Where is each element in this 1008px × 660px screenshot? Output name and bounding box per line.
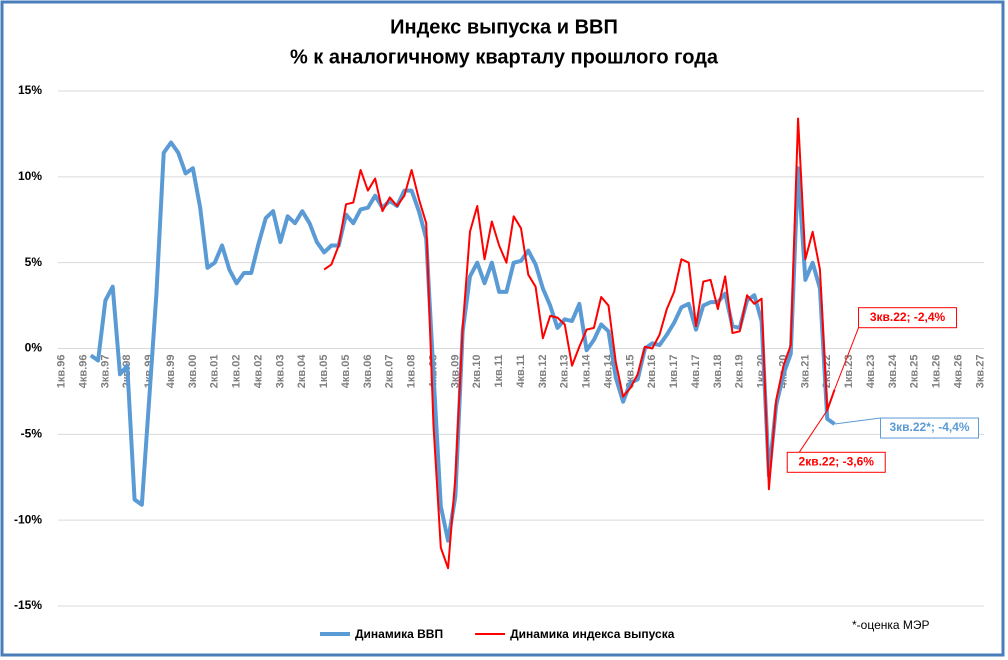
y-tick-label: -10% — [14, 512, 42, 526]
x-tick-label: 3кв.12 — [537, 355, 549, 389]
x-tick-label: 3кв.21 — [799, 355, 811, 389]
chart-subtitle: % к аналогичному кварталу прошлого года — [290, 46, 719, 68]
x-tick-label: 4кв.23 — [865, 355, 877, 389]
x-tick-label: 3кв.00 — [187, 355, 199, 389]
x-tick-label: 1кв.26 — [931, 355, 943, 389]
x-tick-label: 3кв.06 — [362, 355, 374, 389]
x-tick-label: 1кв.02 — [231, 355, 243, 389]
label-box — [880, 417, 980, 439]
legend-label: Динамика индекса выпуска — [510, 627, 675, 641]
x-tick-label: 4кв.02 — [252, 355, 264, 389]
data-label-text: 2кв.22; -3,6% — [799, 454, 875, 468]
series-line — [323, 117, 836, 570]
leader-line — [798, 410, 828, 453]
x-tick-label: 4кв.26 — [952, 355, 964, 389]
x-tick-label: 2кв.16 — [646, 355, 658, 389]
data-label: 2кв.22; -3,6% — [786, 410, 886, 473]
label-box — [786, 451, 886, 473]
y-tick-label: 10% — [18, 169, 42, 183]
data-label: 3кв.22; -2,4% — [834, 307, 958, 390]
x-tick-label: 2кв.07 — [384, 355, 396, 389]
x-tick-label: 2кв.04 — [296, 354, 308, 389]
note: *-оценка МЭР — [852, 618, 930, 632]
x-tick-label: 2кв.01 — [209, 355, 221, 389]
y-tick-label: 5% — [25, 255, 43, 269]
data-label-text: 3кв.22*; -4,4% — [889, 420, 969, 434]
x-tick-label: 2кв.19 — [734, 355, 746, 389]
x-tick-label: 1кв.96 — [56, 355, 68, 389]
x-tick-label: 4кв.99 — [165, 355, 177, 389]
chart-title: Индекс выпуска и ВВП — [390, 16, 618, 38]
x-tick-label: 2кв.25 — [909, 355, 921, 389]
x-tick-label: 3кв.24 — [887, 354, 899, 389]
data-label-text: 3кв.22; -2,4% — [870, 310, 946, 324]
x-tick-label: 2кв.10 — [471, 355, 483, 389]
y-tick-label: 0% — [25, 341, 43, 355]
x-tick-label: 3кв.03 — [274, 355, 286, 389]
x-tick-label: 3кв.97 — [99, 355, 111, 389]
x-tick-label: 4кв.17 — [690, 355, 702, 389]
x-tick-label: 2кв.13 — [559, 355, 571, 389]
x-tick-label: 1кв.14 — [581, 354, 593, 389]
x-tick-label: 1кв.11 — [493, 355, 505, 388]
x-tick-label: 1кв.05 — [318, 355, 330, 389]
y-tick-label: -5% — [21, 427, 43, 441]
x-tick-label: 3кв.18 — [712, 355, 724, 389]
x-tick-label: 1кв.17 — [668, 355, 680, 389]
x-tick-label: 4кв.05 — [340, 355, 352, 389]
x-tick-label: 3кв.27 — [974, 355, 986, 389]
y-tick-label: 15% — [18, 83, 42, 97]
y-tick-label: -15% — [14, 598, 42, 612]
data-label: 3кв.22*; -4,4% — [834, 417, 980, 439]
leader-line — [834, 327, 859, 390]
x-tick-label: 1кв.23 — [843, 355, 855, 389]
legend-label: Динамика ВВП — [355, 627, 443, 641]
x-tick-label: 4кв.11 — [515, 355, 527, 388]
label-box — [858, 307, 958, 329]
x-tick-label: 1кв.08 — [406, 355, 418, 389]
leader-line — [834, 417, 881, 425]
x-tick-label: 3кв.09 — [449, 355, 461, 389]
x-tick-label: 4кв.96 — [77, 355, 89, 389]
